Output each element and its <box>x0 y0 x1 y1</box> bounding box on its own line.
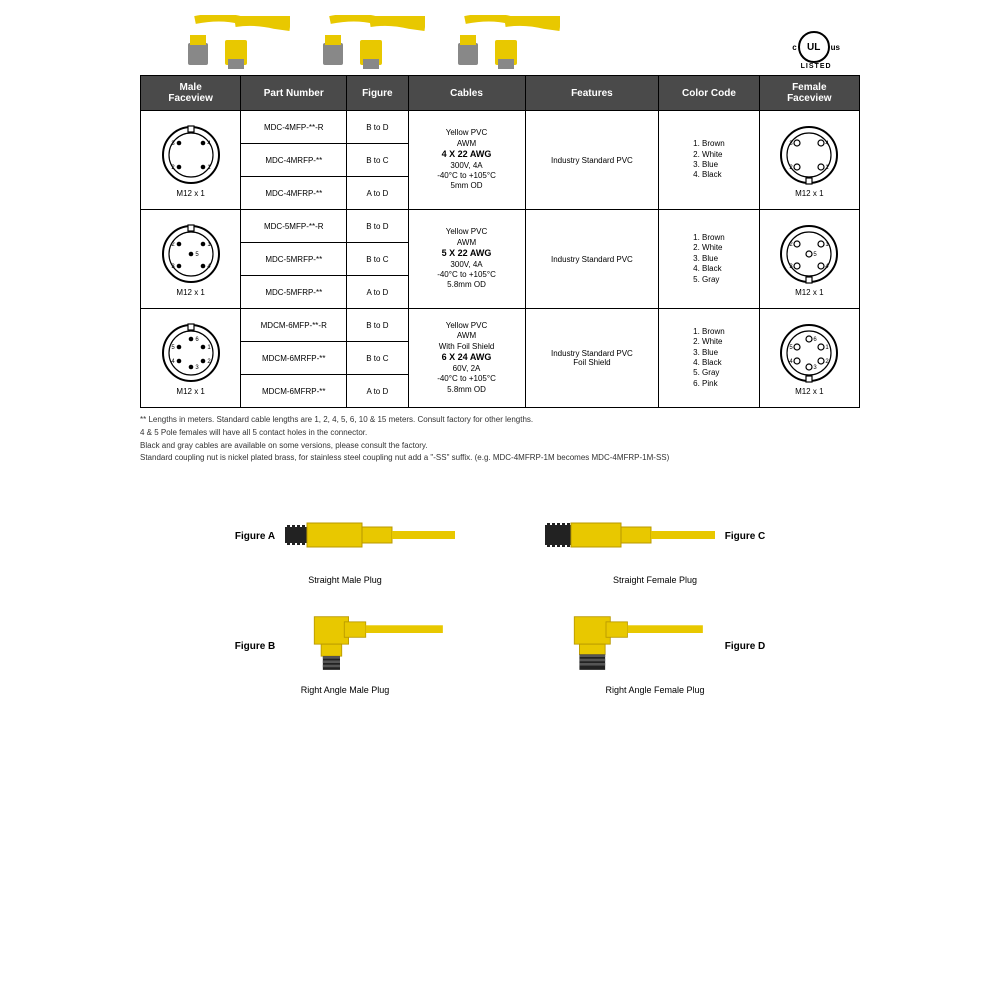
col-header: Color Code <box>659 76 759 111</box>
svg-text:6: 6 <box>814 337 818 343</box>
part-number: MDC-5MRFP-** <box>241 243 347 276</box>
figures-section: Figure A Straight Male Plug Figure C Str… <box>140 505 860 695</box>
part-number: MDC-4MFRP-** <box>241 177 347 210</box>
svg-text:1: 1 <box>207 345 211 351</box>
figure-A: Figure A Straight Male Plug <box>220 505 470 585</box>
figure-B: Figure B Right Angle Male Plug <box>220 615 470 695</box>
male-faceview: 3421 M12 x 1 <box>141 111 241 210</box>
svg-text:6: 6 <box>195 337 199 343</box>
cable-spec: Yellow PVCAWMWith Foil Shield6 X 24 AWG6… <box>408 309 525 408</box>
figure-ref: B to C <box>347 342 408 375</box>
part-number: MDC-4MRFP-** <box>241 144 347 177</box>
figure-ref: A to D <box>347 177 408 210</box>
figure-caption: Right Angle Female Plug <box>605 685 704 695</box>
figure-label: Figure B <box>235 641 276 652</box>
female-faceview: 651423 M12 x 1 <box>759 309 859 408</box>
svg-text:5: 5 <box>195 252 199 258</box>
cable-thumb <box>315 15 425 70</box>
figure-ref: B to D <box>347 111 408 144</box>
cable-spec: Yellow PVCAWM4 X 22 AWG300V, 4A-40°C to … <box>408 111 525 210</box>
note-line: 4 & 5 Pole females will have all 5 conta… <box>140 427 860 440</box>
features: Industry Standard PVCFoil Shield <box>525 309 659 408</box>
figure-ref: B to D <box>347 210 408 243</box>
color-code: 1. Brown2. White3. Blue4. Black <box>659 111 759 210</box>
ul-listed-logo: c UL us LISTED <box>792 31 840 70</box>
part-number: MDC-4MFP-**-R <box>241 111 347 144</box>
svg-text:1: 1 <box>826 345 830 351</box>
header-images: c UL us LISTED <box>140 10 860 70</box>
figure-label: Figure A <box>235 531 275 542</box>
svg-text:2: 2 <box>171 242 175 248</box>
figure-D: Figure D Right Angle Female Plug <box>530 615 780 695</box>
svg-text:3: 3 <box>790 141 794 147</box>
figure-ref: B to D <box>347 309 408 342</box>
cable-thumb <box>180 15 290 70</box>
figure-caption: Straight Male Plug <box>308 575 382 585</box>
plug-illustration <box>545 615 715 677</box>
male-faceview: 21534 M12 x 1 <box>141 210 241 309</box>
figure-caption: Right Angle Male Plug <box>301 685 390 695</box>
figure-ref: B to C <box>347 243 408 276</box>
features: Industry Standard PVC <box>525 210 659 309</box>
svg-text:5: 5 <box>814 252 818 258</box>
cable-spec: Yellow PVCAWM5 X 22 AWG300V, 4A-40°C to … <box>408 210 525 309</box>
figure-ref: A to D <box>347 276 408 309</box>
part-number: MDC-5MFP-**-R <box>241 210 347 243</box>
svg-text:3: 3 <box>814 365 818 371</box>
female-faceview: 3421 M12 x 1 <box>759 111 859 210</box>
note-line: Black and gray cables are available on s… <box>140 440 860 453</box>
svg-text:2: 2 <box>790 242 794 248</box>
figure-caption: Straight Female Plug <box>613 575 697 585</box>
svg-text:4: 4 <box>171 359 175 365</box>
female-faceview: 21534 M12 x 1 <box>759 210 859 309</box>
col-header: Figure <box>347 76 408 111</box>
figure-label: Figure C <box>725 531 766 542</box>
svg-text:5: 5 <box>171 345 175 351</box>
part-number: MDCM-6MRFP-** <box>241 342 347 375</box>
part-number: MDCM-6MFRP-** <box>241 375 347 408</box>
note-line: Standard coupling nut is nickel plated b… <box>140 452 860 465</box>
spec-table: MaleFaceviewPart NumberFigureCablesFeatu… <box>140 75 860 408</box>
svg-text:3: 3 <box>171 141 175 147</box>
col-header: Part Number <box>241 76 347 111</box>
col-header: FemaleFaceview <box>759 76 859 111</box>
svg-text:5: 5 <box>790 345 794 351</box>
col-header: Cables <box>408 76 525 111</box>
col-header: Features <box>525 76 659 111</box>
color-code: 1. Brown2. White3. Blue4. Black5. Gray <box>659 210 759 309</box>
male-faceview: 651423 M12 x 1 <box>141 309 241 408</box>
footnotes: ** Lengths in meters. Standard cable len… <box>140 414 860 465</box>
cable-thumb <box>450 15 560 70</box>
figure-ref: A to D <box>347 375 408 408</box>
part-number: MDCM-6MFP-**-R <box>241 309 347 342</box>
figure-C: Figure C Straight Female Plug <box>530 505 780 585</box>
svg-text:3: 3 <box>195 365 199 371</box>
figure-label: Figure D <box>725 641 766 652</box>
col-header: MaleFaceview <box>141 76 241 111</box>
features: Industry Standard PVC <box>525 111 659 210</box>
svg-text:4: 4 <box>790 359 794 365</box>
plug-illustration <box>285 505 455 567</box>
color-code: 1. Brown2. White3. Blue4. Black5. Gray6.… <box>659 309 759 408</box>
note-line: ** Lengths in meters. Standard cable len… <box>140 414 860 427</box>
figure-ref: B to C <box>347 144 408 177</box>
plug-illustration <box>285 615 455 677</box>
plug-illustration <box>545 505 715 567</box>
part-number: MDC-5MFRP-** <box>241 276 347 309</box>
